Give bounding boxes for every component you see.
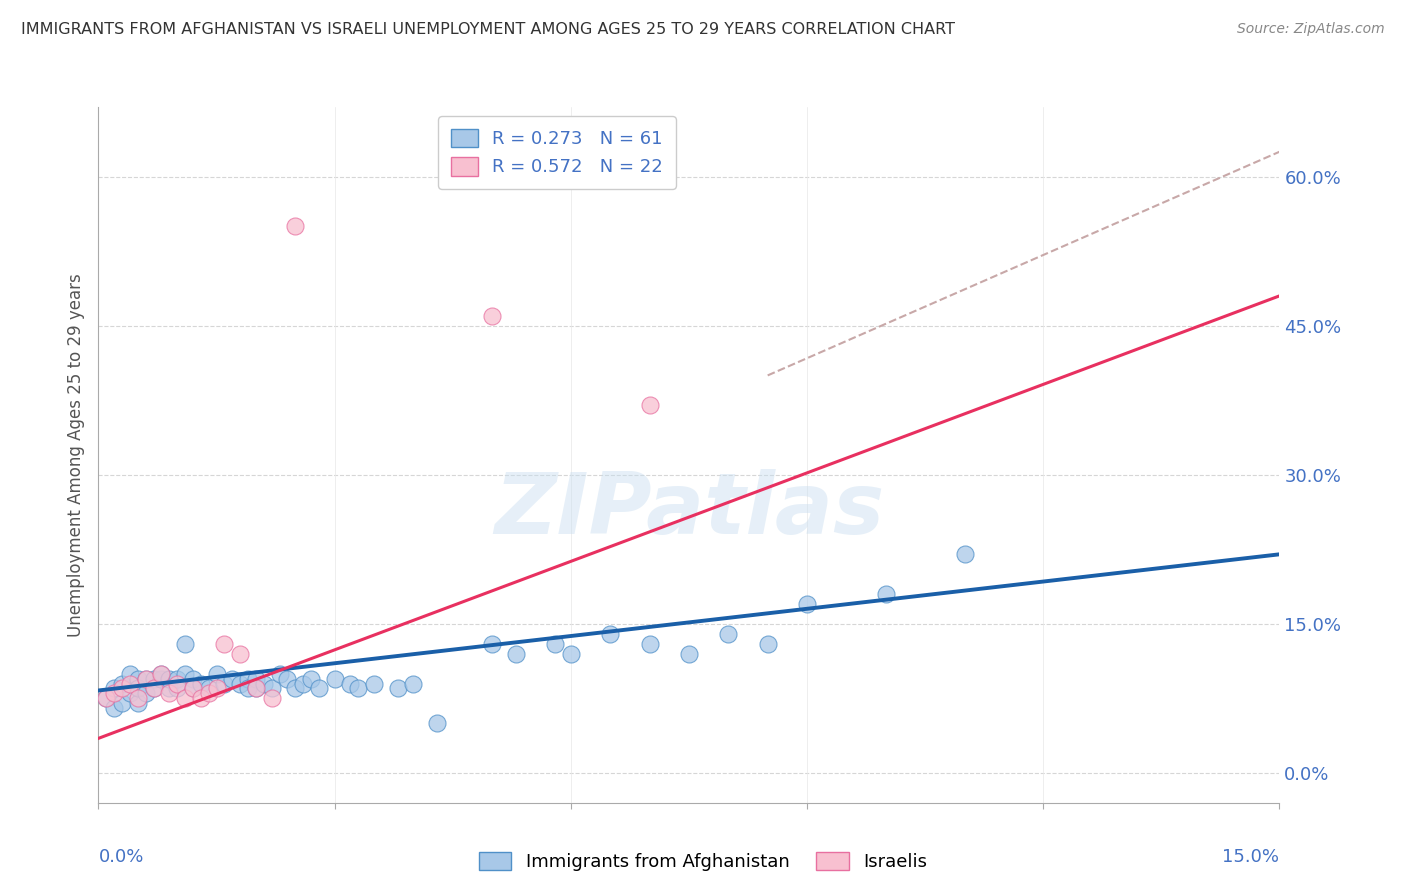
Text: 15.0%: 15.0%	[1222, 848, 1279, 866]
Point	[339, 676, 361, 690]
Point	[111, 676, 134, 690]
Point	[221, 672, 243, 686]
Point	[142, 681, 165, 696]
Point	[299, 672, 322, 686]
Point	[599, 627, 621, 641]
Point	[253, 676, 276, 690]
Point	[638, 398, 661, 412]
Point	[135, 686, 157, 700]
Point	[127, 672, 149, 686]
Point	[363, 676, 385, 690]
Point	[197, 686, 219, 700]
Point	[229, 676, 252, 690]
Point	[118, 676, 141, 690]
Point	[402, 676, 425, 690]
Point	[953, 547, 976, 561]
Point	[150, 666, 173, 681]
Point	[308, 681, 330, 696]
Point	[166, 681, 188, 696]
Point	[214, 676, 236, 690]
Point	[292, 676, 315, 690]
Point	[190, 691, 212, 706]
Point	[678, 647, 700, 661]
Point	[481, 637, 503, 651]
Point	[174, 666, 197, 681]
Point	[236, 681, 259, 696]
Point	[756, 637, 779, 651]
Point	[205, 681, 228, 696]
Point	[181, 681, 204, 696]
Point	[560, 647, 582, 661]
Point	[347, 681, 370, 696]
Point	[481, 309, 503, 323]
Point	[118, 686, 141, 700]
Point	[103, 701, 125, 715]
Point	[638, 637, 661, 651]
Point	[135, 672, 157, 686]
Point	[260, 681, 283, 696]
Point	[166, 676, 188, 690]
Point	[245, 672, 267, 686]
Point	[174, 691, 197, 706]
Point	[174, 637, 197, 651]
Point	[875, 587, 897, 601]
Point	[150, 672, 173, 686]
Point	[96, 691, 118, 706]
Text: IMMIGRANTS FROM AFGHANISTAN VS ISRAELI UNEMPLOYMENT AMONG AGES 25 TO 29 YEARS CO: IMMIGRANTS FROM AFGHANISTAN VS ISRAELI U…	[21, 22, 955, 37]
Point	[157, 681, 180, 696]
Point	[142, 681, 165, 696]
Point	[190, 676, 212, 690]
Point	[111, 697, 134, 711]
Point	[229, 647, 252, 661]
Legend: Immigrants from Afghanistan, Israelis: Immigrants from Afghanistan, Israelis	[471, 845, 935, 879]
Point	[157, 672, 180, 686]
Point	[245, 681, 267, 696]
Point	[166, 672, 188, 686]
Point	[157, 686, 180, 700]
Point	[150, 666, 173, 681]
Y-axis label: Unemployment Among Ages 25 to 29 years: Unemployment Among Ages 25 to 29 years	[66, 273, 84, 637]
Point	[96, 691, 118, 706]
Text: ZIPatlas: ZIPatlas	[494, 469, 884, 552]
Point	[111, 681, 134, 696]
Point	[284, 681, 307, 696]
Text: Source: ZipAtlas.com: Source: ZipAtlas.com	[1237, 22, 1385, 37]
Point	[197, 681, 219, 696]
Point	[181, 681, 204, 696]
Point	[103, 686, 125, 700]
Point	[260, 691, 283, 706]
Point	[135, 672, 157, 686]
Point	[127, 681, 149, 696]
Point	[118, 666, 141, 681]
Point	[127, 697, 149, 711]
Point	[387, 681, 409, 696]
Point	[276, 672, 298, 686]
Point	[236, 672, 259, 686]
Point	[505, 647, 527, 661]
Point	[269, 666, 291, 681]
Point	[717, 627, 740, 641]
Point	[426, 716, 449, 731]
Text: 0.0%: 0.0%	[98, 848, 143, 866]
Point	[544, 637, 567, 651]
Point	[103, 681, 125, 696]
Point	[127, 691, 149, 706]
Point	[245, 681, 267, 696]
Point	[181, 672, 204, 686]
Point	[284, 219, 307, 234]
Point	[214, 637, 236, 651]
Legend: R = 0.273   N = 61, R = 0.572   N = 22: R = 0.273 N = 61, R = 0.572 N = 22	[439, 116, 676, 189]
Point	[323, 672, 346, 686]
Point	[205, 666, 228, 681]
Point	[142, 672, 165, 686]
Point	[796, 597, 818, 611]
